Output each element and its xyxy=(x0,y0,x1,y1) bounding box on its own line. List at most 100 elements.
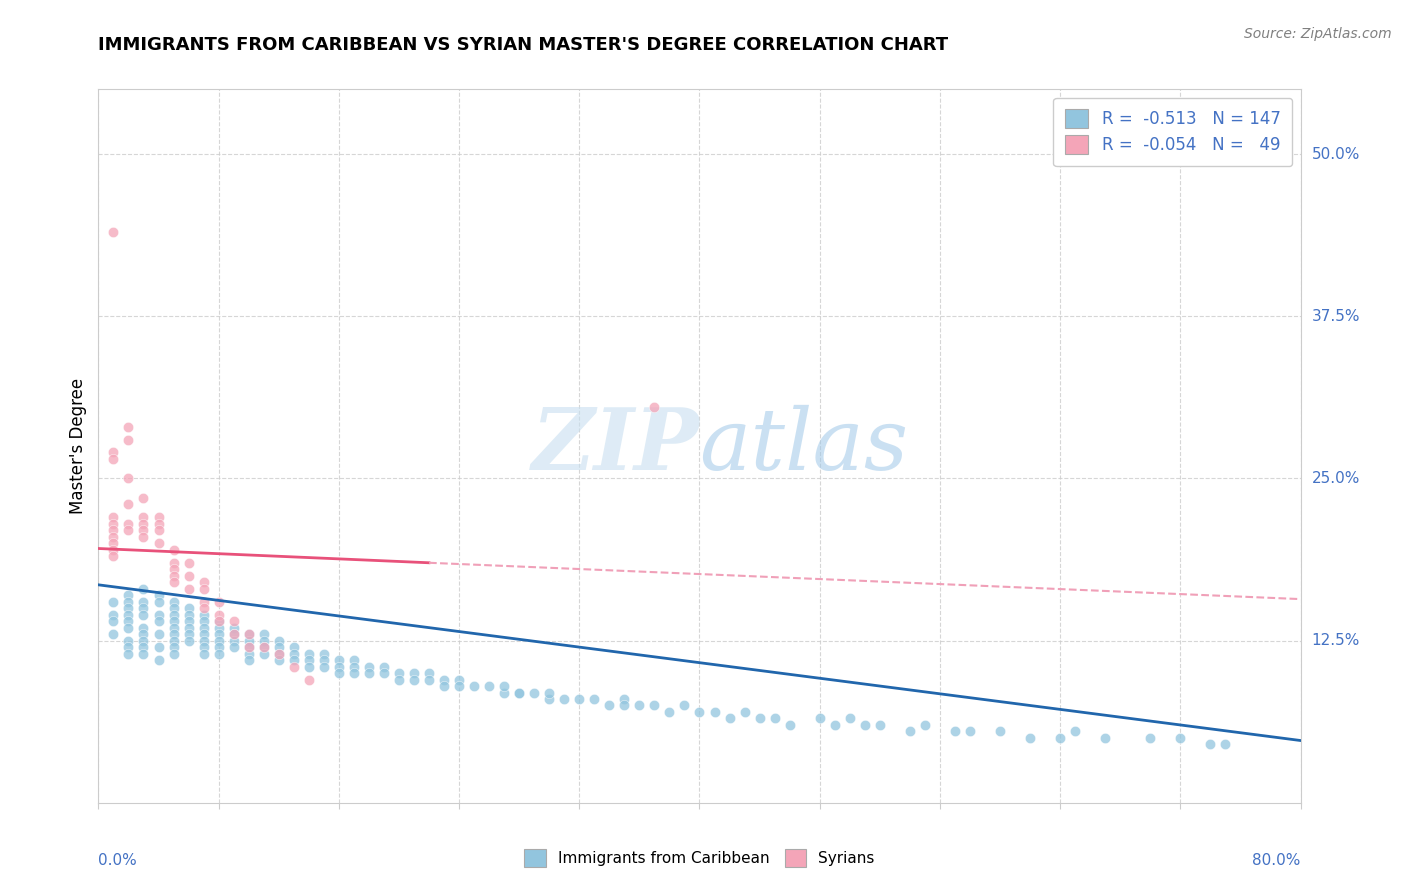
Point xyxy=(343,653,366,667)
Point xyxy=(103,516,125,531)
Point xyxy=(253,627,276,641)
Point xyxy=(132,621,155,635)
Point xyxy=(418,666,440,681)
Point xyxy=(869,718,891,732)
Point xyxy=(328,659,350,673)
Point xyxy=(298,673,321,687)
Point xyxy=(177,621,200,635)
Point xyxy=(1170,731,1192,745)
Point xyxy=(177,627,200,641)
Point xyxy=(193,575,215,590)
Point xyxy=(418,673,440,687)
Point xyxy=(193,633,215,648)
Point xyxy=(898,724,921,739)
Point xyxy=(148,653,170,667)
Point xyxy=(117,633,139,648)
Point xyxy=(148,524,170,538)
Point xyxy=(222,640,245,654)
Point xyxy=(193,582,215,596)
Point xyxy=(433,673,456,687)
Point xyxy=(373,666,395,681)
Point xyxy=(103,510,125,524)
Point xyxy=(267,653,290,667)
Point xyxy=(328,666,350,681)
Point xyxy=(824,718,846,732)
Point xyxy=(193,621,215,635)
Point xyxy=(177,607,200,622)
Point xyxy=(388,666,411,681)
Point xyxy=(673,698,696,713)
Point xyxy=(162,640,184,654)
Point xyxy=(103,445,125,459)
Point xyxy=(494,679,516,693)
Point xyxy=(1094,731,1116,745)
Point xyxy=(148,607,170,622)
Point xyxy=(177,614,200,628)
Point xyxy=(643,698,665,713)
Point xyxy=(148,614,170,628)
Point xyxy=(177,582,200,596)
Point xyxy=(117,471,139,485)
Point xyxy=(643,400,665,414)
Point xyxy=(193,627,215,641)
Point xyxy=(132,524,155,538)
Point xyxy=(162,601,184,615)
Point xyxy=(298,647,321,661)
Point xyxy=(447,673,470,687)
Point xyxy=(1019,731,1042,745)
Point xyxy=(148,640,170,654)
Point xyxy=(613,692,636,706)
Point xyxy=(779,718,801,732)
Point xyxy=(357,659,380,673)
Point xyxy=(253,640,276,654)
Point xyxy=(267,633,290,648)
Point xyxy=(132,627,155,641)
Point xyxy=(162,575,184,590)
Point xyxy=(208,621,231,635)
Point xyxy=(103,607,125,622)
Text: 0.0%: 0.0% xyxy=(98,853,138,868)
Point xyxy=(718,711,741,725)
Point xyxy=(388,673,411,687)
Point xyxy=(208,614,231,628)
Point xyxy=(148,516,170,531)
Point xyxy=(132,595,155,609)
Point xyxy=(103,542,125,557)
Point xyxy=(959,724,981,739)
Point xyxy=(703,705,725,719)
Point xyxy=(208,633,231,648)
Point xyxy=(1215,738,1237,752)
Point xyxy=(117,516,139,531)
Point xyxy=(117,647,139,661)
Point xyxy=(193,614,215,628)
Point xyxy=(238,640,260,654)
Point xyxy=(238,627,260,641)
Point xyxy=(253,647,276,661)
Point xyxy=(1139,731,1161,745)
Point xyxy=(373,659,395,673)
Point xyxy=(162,607,184,622)
Point xyxy=(162,568,184,582)
Text: 37.5%: 37.5% xyxy=(1312,309,1360,324)
Y-axis label: Master's Degree: Master's Degree xyxy=(69,378,87,514)
Text: 80.0%: 80.0% xyxy=(1253,853,1301,868)
Point xyxy=(312,659,335,673)
Point xyxy=(117,640,139,654)
Point xyxy=(688,705,710,719)
Point xyxy=(808,711,831,725)
Point xyxy=(1064,724,1087,739)
Point xyxy=(613,698,636,713)
Point xyxy=(117,419,139,434)
Text: atlas: atlas xyxy=(699,405,908,487)
Point xyxy=(193,601,215,615)
Point xyxy=(508,685,530,699)
Point xyxy=(238,640,260,654)
Point xyxy=(433,679,456,693)
Point xyxy=(914,718,936,732)
Text: Source: ZipAtlas.com: Source: ZipAtlas.com xyxy=(1244,27,1392,41)
Point xyxy=(568,692,591,706)
Point xyxy=(208,647,231,661)
Point xyxy=(132,601,155,615)
Point xyxy=(132,633,155,648)
Point xyxy=(298,659,321,673)
